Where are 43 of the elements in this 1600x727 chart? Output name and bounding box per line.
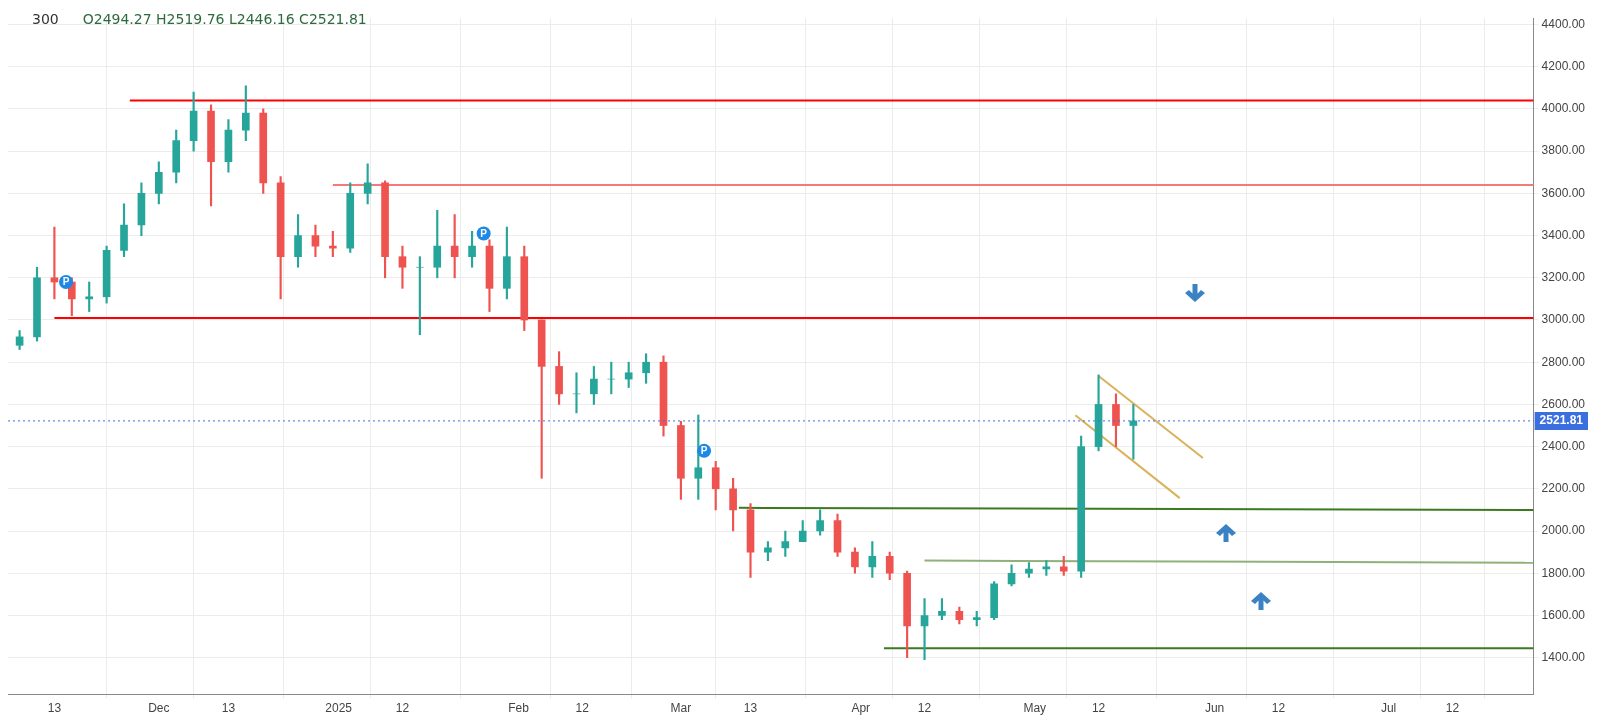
x-tick-label: May <box>1023 701 1047 716</box>
x-tick-label: Mar <box>670 701 692 716</box>
x-tick-label: 12 <box>1091 701 1106 716</box>
x-tick-label: 13 <box>47 701 62 716</box>
annotation: P <box>480 227 488 239</box>
candlestick <box>311 224 320 258</box>
x-tick-label: 12 <box>575 701 590 716</box>
x-tick-label: Dec <box>148 701 170 716</box>
y-tick-label: 3800.00 <box>1541 143 1586 158</box>
y-tick-label: 1800.00 <box>1541 565 1586 580</box>
y-tick-label: 3600.00 <box>1541 185 1586 200</box>
x-tick-label: 13 <box>743 701 758 716</box>
y-tick-label: 2800.00 <box>1541 354 1586 369</box>
y-tick-label: 4200.00 <box>1541 59 1586 74</box>
y-tick-label: 2400.00 <box>1541 438 1586 453</box>
y-tick-label: 2000.00 <box>1541 523 1586 538</box>
candlestick <box>416 256 424 336</box>
x-tick-label: Apr <box>851 701 871 716</box>
x-tick-label: Feb <box>508 701 530 716</box>
x-tick-label: 12 <box>395 701 410 716</box>
candlestick <box>398 245 407 289</box>
y-tick-label: 2600.00 <box>1541 396 1586 411</box>
chart-subtitle: O2494.27 H2519.76 L2446.16 C2521.81 <box>82 10 367 27</box>
candlestick <box>920 598 929 661</box>
y-tick-label: 3000.00 <box>1541 312 1586 327</box>
annotation: P <box>700 445 708 457</box>
y-tick-label: 4000.00 <box>1541 101 1586 116</box>
y-tick-label: 3200.00 <box>1541 270 1586 285</box>
x-tick-label: 2025 <box>325 701 353 716</box>
ref-line-label: 2521.81 <box>1539 413 1584 428</box>
x-tick-label: 12 <box>1271 701 1286 716</box>
chart-title: 300 <box>32 10 59 27</box>
y-tick-label: 4400.00 <box>1541 16 1586 31</box>
x-tick-label: 12 <box>917 701 932 716</box>
x-tick-label: Jul <box>1380 701 1397 716</box>
y-tick-label: 3400.00 <box>1541 227 1586 242</box>
y-tick-label: 1600.00 <box>1541 607 1586 622</box>
y-tick-label: 1400.00 <box>1541 649 1586 664</box>
x-tick-label: 13 <box>221 701 236 716</box>
annotation: P <box>62 276 70 288</box>
y-tick-label: 2200.00 <box>1541 481 1586 496</box>
x-tick-label: 12 <box>1445 701 1460 716</box>
x-tick-label: Jun <box>1204 701 1225 716</box>
